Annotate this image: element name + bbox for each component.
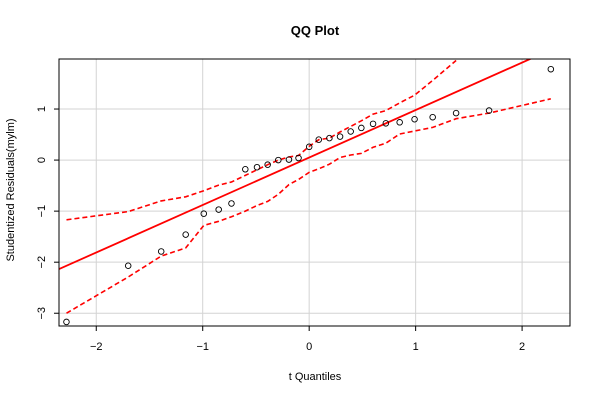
data-point [63,318,70,326]
data-point [124,262,132,270]
x-tick-label: 0 [306,341,312,353]
data-point [429,113,436,121]
data-point [411,115,418,123]
data-points [63,65,555,326]
data-point [264,161,271,168]
y-tick-label: −3 [36,307,48,320]
data-point [285,156,293,163]
y-tick-label: 0 [36,157,48,163]
data-point [485,107,493,114]
y-tick-label: 1 [36,106,48,112]
data-point [215,206,222,213]
confidence-envelope [66,59,551,314]
data-point [157,248,165,255]
chart-title: QQ Plot [291,23,340,38]
reference-line [59,59,533,270]
data-point [347,128,354,135]
data-point [336,133,344,140]
x-tick-label: −2 [90,341,103,353]
data-point [326,134,333,142]
x-axis-label: t Quantiles [289,371,342,383]
envelope-lower-line [66,98,551,314]
data-point [358,124,365,132]
data-point [547,65,555,73]
envelope-upper-line [66,59,457,221]
data-point [305,143,313,151]
x-axis-ticks: −2 −1 0 1 2 [90,326,525,353]
y-tick-label: −2 [36,256,48,269]
data-point [200,210,208,217]
reference-line-segment [59,59,533,270]
y-axis-label: Studentized Residuals(mylm) [5,118,17,261]
data-point [275,156,282,164]
data-point [228,200,235,207]
data-point [396,119,403,126]
grid-lines [59,59,570,326]
y-tick-label: −1 [36,205,48,218]
data-point [369,120,377,128]
x-tick-label: 1 [413,341,419,353]
data-point [295,154,302,162]
x-tick-label: 2 [519,341,525,353]
data-point [315,136,323,143]
data-point [452,109,460,117]
data-point [253,163,261,171]
x-tick-label: −1 [196,341,209,353]
y-axis-ticks: −3 −2 −1 0 1 [36,106,59,320]
plot-frame [58,58,571,327]
data-point [242,166,249,173]
data-point [382,120,390,127]
data-point [182,231,189,238]
